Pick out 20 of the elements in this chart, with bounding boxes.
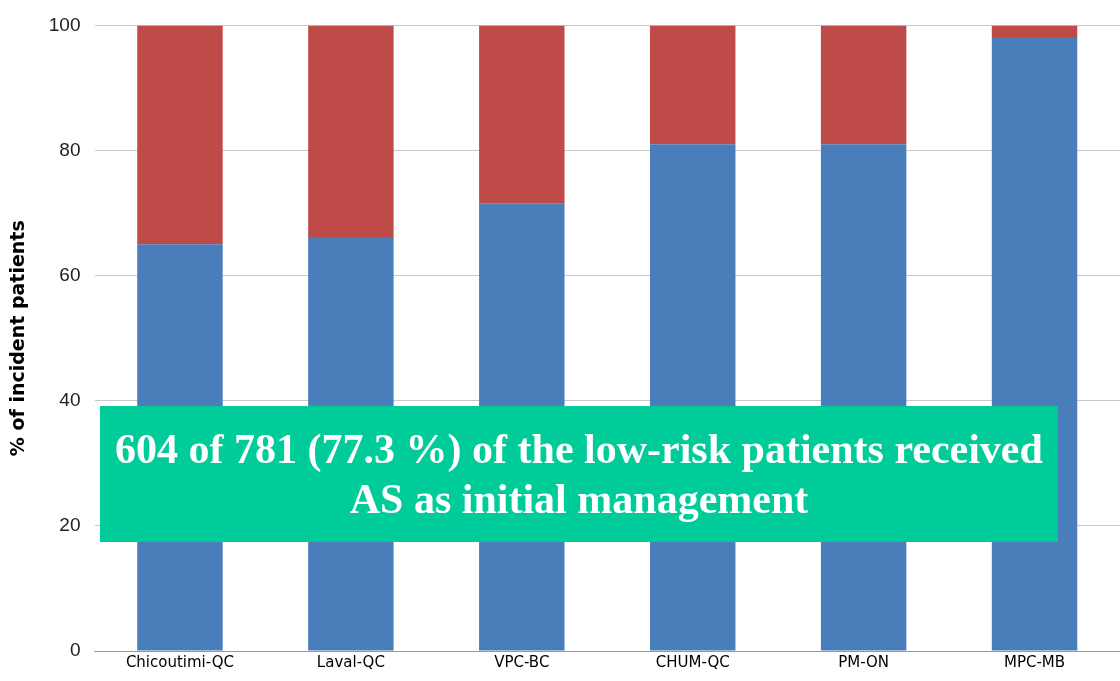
y-tick-label: 80 bbox=[59, 138, 81, 160]
x-tick-label: MPC-MB bbox=[1003, 652, 1066, 671]
y-tick-label: 100 bbox=[48, 13, 81, 35]
bar bbox=[308, 25, 394, 239]
x-tick-label: CHUM-QC bbox=[655, 652, 730, 671]
y-tick-label: 40 bbox=[59, 388, 81, 410]
x-tick-label: Laval-QC bbox=[316, 652, 385, 671]
x-tick-label: VPC-BC bbox=[494, 652, 550, 671]
y-tick-label: 20 bbox=[59, 514, 81, 536]
annotation: 604 of 781 (77.3 %) of the low-risk patients received AS as initial management bbox=[100, 406, 1058, 542]
x-tick-label: Chicoutimi-QC bbox=[125, 652, 235, 671]
bar bbox=[820, 25, 907, 145]
x-tick-label: PM-ON bbox=[838, 652, 890, 671]
y-tick-label: 0 bbox=[69, 639, 81, 661]
y-tick-label: 60 bbox=[59, 263, 81, 285]
bar bbox=[479, 25, 565, 204]
bar bbox=[137, 25, 223, 245]
bar bbox=[991, 25, 1078, 38]
bar bbox=[649, 25, 736, 145]
y-axis-title: % of incident patients bbox=[6, 220, 29, 457]
